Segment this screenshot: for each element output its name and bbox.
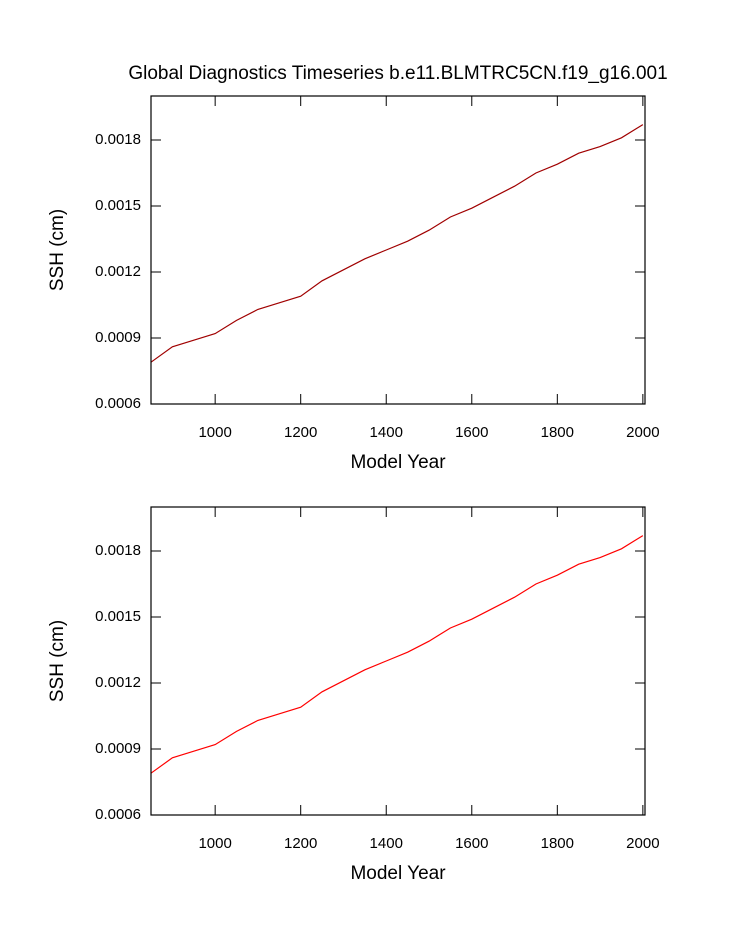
x-tick-label: 1200 (284, 424, 317, 441)
chart-title: Global Diagnostics Timeseries b.e11.BLMT… (128, 63, 667, 84)
x-tick-label: 1600 (455, 835, 488, 852)
y-tick-label: 0.0018 (95, 542, 141, 559)
y-tick-label: 0.0006 (95, 395, 141, 412)
y-tick-label: 0.0015 (95, 197, 141, 214)
y-tick-label: 0.0009 (95, 740, 141, 757)
x-tick-label: 1400 (370, 835, 403, 852)
x-tick-label: 2000 (626, 835, 659, 852)
x-tick-label: 1200 (284, 835, 317, 852)
y-tick-label: 0.0018 (95, 131, 141, 148)
line (150, 535, 644, 774)
y-axis-label: SSH (cm) (47, 620, 68, 702)
plot-frame (150, 95, 646, 405)
y-tick-label: 0.0012 (95, 263, 141, 280)
y-tick-label: 0.0006 (95, 806, 141, 823)
x-tick-label: 1800 (541, 835, 574, 852)
y-tick-label: 0.0012 (95, 674, 141, 691)
x-tick-label: 1000 (198, 424, 231, 441)
y-tick-label: 0.0015 (95, 608, 141, 625)
x-tick-label: 1000 (198, 835, 231, 852)
plot-frame (150, 506, 646, 816)
x-tick-label: 1800 (541, 424, 574, 441)
x-tick-label: 1400 (370, 424, 403, 441)
x-axis-label: Model Year (350, 863, 446, 884)
y-axis-label: SSH (cm) (47, 209, 68, 291)
x-tick-label: 2000 (626, 424, 659, 441)
x-tick-label: 1600 (455, 424, 488, 441)
line (150, 124, 644, 363)
y-tick-label: 0.0009 (95, 329, 141, 346)
x-axis-label: Model Year (350, 452, 446, 473)
